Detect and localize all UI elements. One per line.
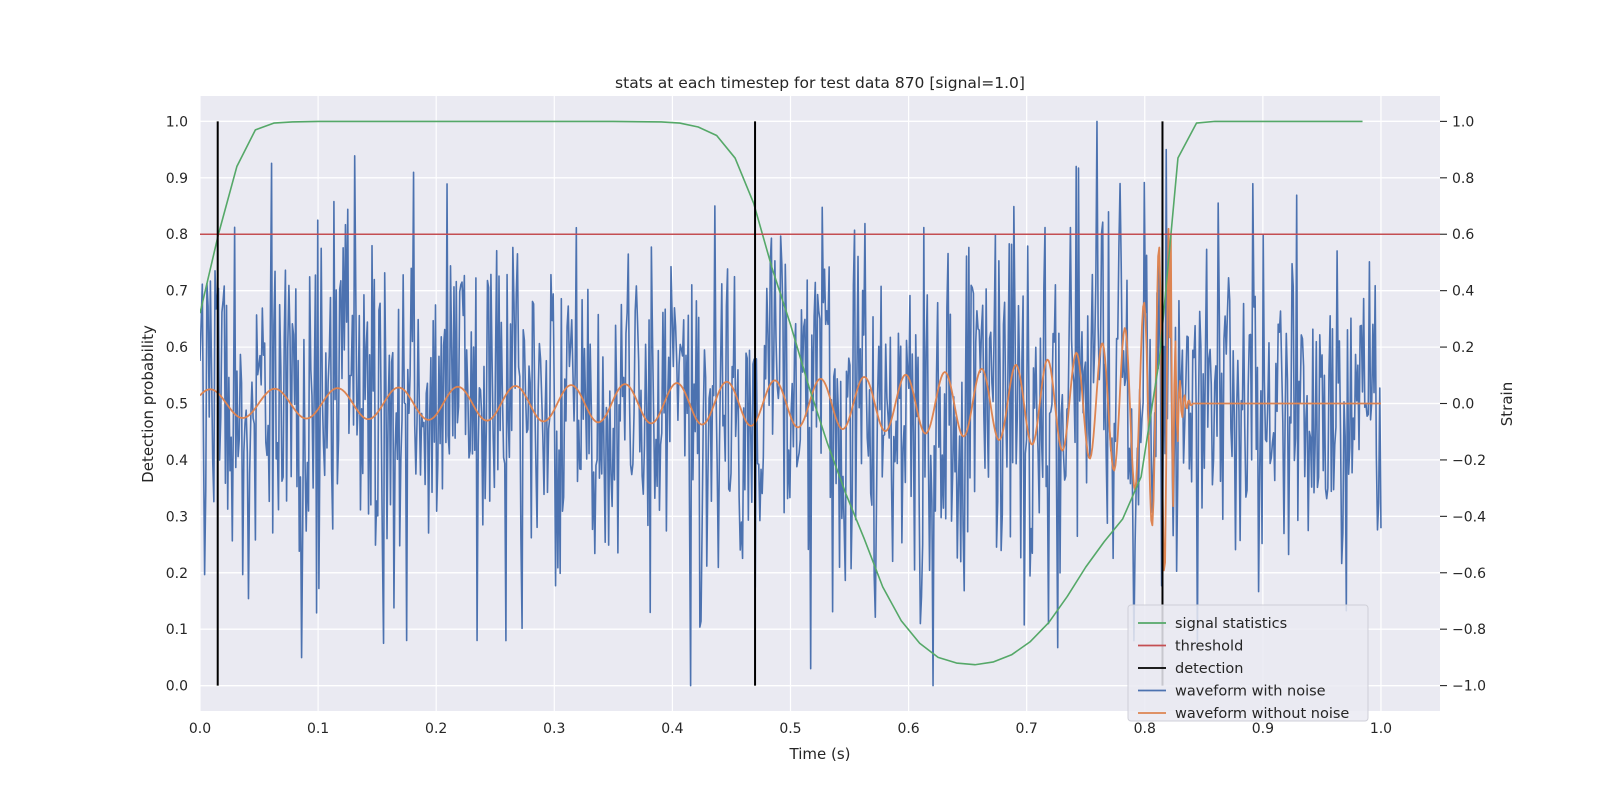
signal-statistics-line [200, 120, 1363, 666]
right-tick-label: 0.0 [1452, 397, 1474, 413]
x-axis-ticks: 0.0 0.1 0.2 0.3 0.4 0.5 0.6 0.7 0.8 0.9 1.0 [189, 721, 1392, 737]
x-tick-label: 0.8 [1134, 721, 1156, 737]
legend: signal statistics threshold detection wavef… [1127, 604, 1369, 722]
left-axis-label: Detection probability [139, 325, 157, 483]
right-tick-label: 1.0 [1452, 114, 1474, 130]
waveform-without-noise-line [200, 227, 1381, 572]
right-tick-label: 0.6 [1452, 227, 1474, 243]
left-tick-label: 0.8 [166, 227, 188, 243]
left-tick-label: 0.6 [166, 340, 188, 356]
left-axis-ticks: 0.0 0.1 0.2 0.3 0.4 0.5 0.6 0.7 0.8 0.9 1.0 [166, 114, 188, 694]
right-tick-label: −1.0 [1452, 679, 1486, 695]
left-tick-label: 0.0 [166, 679, 188, 695]
legend-label: waveform with noise [1175, 684, 1326, 700]
left-tick-label: 0.5 [166, 397, 188, 413]
left-tick-label: 0.9 [166, 171, 188, 187]
left-tick-label: 0.3 [166, 509, 188, 525]
left-tick-label: 0.1 [166, 622, 188, 638]
left-tick-label: 0.2 [166, 566, 188, 582]
x-tick-label: 0.4 [661, 721, 683, 737]
right-tick-label: 0.4 [1452, 284, 1474, 300]
right-tick-label: −0.8 [1452, 622, 1486, 638]
chart-marks [200, 120, 1440, 687]
right-tick-label: −0.2 [1452, 453, 1486, 469]
right-tick-label: −0.4 [1452, 509, 1486, 525]
legend-label: threshold [1175, 639, 1243, 655]
left-tick-label: 0.7 [166, 284, 188, 300]
x-tick-label: 0.6 [897, 721, 919, 737]
chart-title: stats at each timestep for test data 870… [615, 74, 1025, 92]
right-tick-label: 0.2 [1452, 340, 1474, 356]
legend-box [1127, 604, 1369, 722]
left-tick-label: 1.0 [166, 114, 188, 130]
left-tick-label: 0.4 [166, 453, 188, 469]
waveform-with-noise-line [200, 120, 1382, 687]
right-axis-label: Strain [1498, 382, 1516, 426]
legend-label: waveform without noise [1175, 706, 1349, 722]
x-tick-label: 0.7 [1016, 721, 1038, 737]
x-tick-label: 0.2 [425, 721, 447, 737]
x-tick-label: 0.9 [1252, 721, 1274, 737]
legend-label: detection [1175, 661, 1243, 677]
x-axis-label: Time (s) [789, 745, 851, 763]
right-tick-label: −0.6 [1452, 566, 1486, 582]
right-axis-ticks: −1.0 −0.8 −0.6 −0.4 −0.2 0.0 0.2 0.4 0.6 0.8 1.0 [1440, 114, 1486, 695]
x-tick-label: 0.5 [779, 721, 801, 737]
x-tick-label: 1.0 [1370, 721, 1392, 737]
x-tick-label: 0.3 [543, 721, 565, 737]
right-tick-label: 0.8 [1452, 171, 1474, 187]
x-tick-label: 0.1 [307, 721, 329, 737]
x-tick-label: 0.0 [189, 721, 211, 737]
legend-label: signal statistics [1175, 616, 1287, 632]
